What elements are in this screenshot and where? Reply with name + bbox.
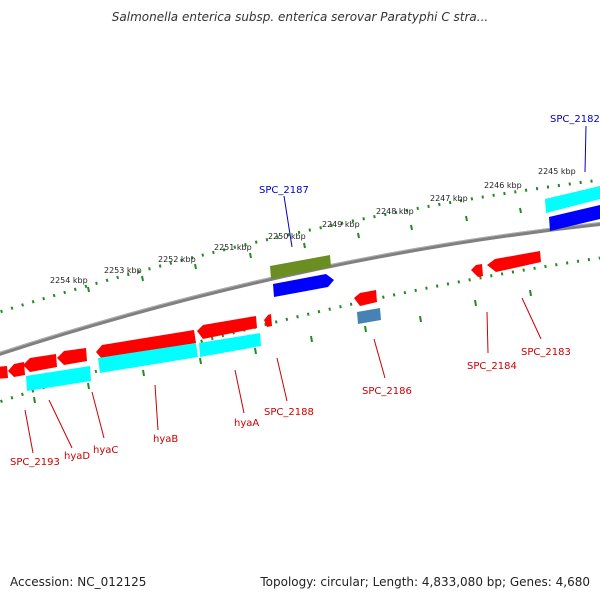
gene-label-spc-2188[interactable]: SPC_2188 <box>264 407 314 418</box>
gene-hyab-arrow[interactable] <box>96 330 196 359</box>
gene-label-hyad[interactable]: hyaD <box>64 451 90 462</box>
gene-label-hyab[interactable]: hyaB <box>153 434 178 445</box>
scale-label: 2250 kbp <box>268 232 306 241</box>
scale-track-bottom <box>0 256 600 404</box>
gene-hyad-arrow[interactable] <box>23 354 57 372</box>
gene-spc-2182-cyan[interactable] <box>545 186 600 213</box>
gene-label-spc-2187[interactable]: SPC_2187 <box>259 185 309 196</box>
scale-label: 2245 kbp <box>538 167 576 176</box>
gene-spc-2182-arrow[interactable] <box>549 205 600 231</box>
gene-spc-2186-arrow[interactable] <box>354 290 377 306</box>
scale-track-top <box>0 178 600 314</box>
gene-hyaa-arrow[interactable] <box>197 316 257 339</box>
gene-left-edge-arrow[interactable] <box>0 366 8 379</box>
accession-text: Accession: NC_012125 <box>10 575 147 589</box>
gene-hyab-cyan[interactable] <box>98 343 198 373</box>
gene-spc-2184-arrow[interactable] <box>471 264 483 277</box>
gene-spc-2187-feature-olive[interactable] <box>270 255 331 279</box>
gene-label-spc-2184[interactable]: SPC_2184 <box>467 361 517 372</box>
genome-title: Salmonella enterica subsp. enterica sero… <box>111 10 489 24</box>
gene-labels: SPC_2182 SPC_2187 SPC_2183 SPC_2184 SPC_… <box>10 114 600 468</box>
gene-spc-2183-arrow[interactable] <box>487 251 541 272</box>
major-ticks-bottom <box>33 289 532 404</box>
scale-label: 2246 kbp <box>484 181 522 190</box>
gene-hyad-cyan[interactable] <box>26 366 91 391</box>
scale-label: 2247 kbp <box>430 194 468 203</box>
scale-label: 2251 kbp <box>214 243 252 252</box>
gene-label-hyaa[interactable]: hyaA <box>234 418 259 429</box>
gene-label-spc-2193[interactable]: SPC_2193 <box>10 457 60 468</box>
gene-hyaa-cyan[interactable] <box>199 333 261 357</box>
scale-label: 2248 kbp <box>376 207 414 216</box>
genome-summary-text: Topology: circular; Length: 4,833,080 bp… <box>260 575 590 589</box>
gene-spc-2187-arrow[interactable] <box>273 274 334 297</box>
gene-label-hyac[interactable]: hyaC <box>93 445 118 456</box>
gene-label-spc-2182[interactable]: SPC_2182 <box>550 114 600 125</box>
gene-spc-2193-arrow[interactable] <box>8 362 25 377</box>
scale-label: 2249 kbp <box>322 220 360 229</box>
scale-label: 2254 kbp <box>50 276 88 285</box>
gene-hyac-arrow[interactable] <box>57 348 87 365</box>
scale-label: 2253 kbp <box>104 266 142 275</box>
scale-labels: 2254 kbp 2253 kbp 2252 kbp 2251 kbp 2250… <box>50 167 576 285</box>
gene-spc-2188-arrow[interactable] <box>264 314 272 327</box>
scale-label: 2252 kbp <box>158 255 196 264</box>
gene-label-spc-2186[interactable]: SPC_2186 <box>362 386 412 397</box>
gene-label-spc-2183[interactable]: SPC_2183 <box>521 347 571 358</box>
gene-spc-2186-feature-steel[interactable] <box>357 308 381 324</box>
leader-lines <box>24 125 587 454</box>
